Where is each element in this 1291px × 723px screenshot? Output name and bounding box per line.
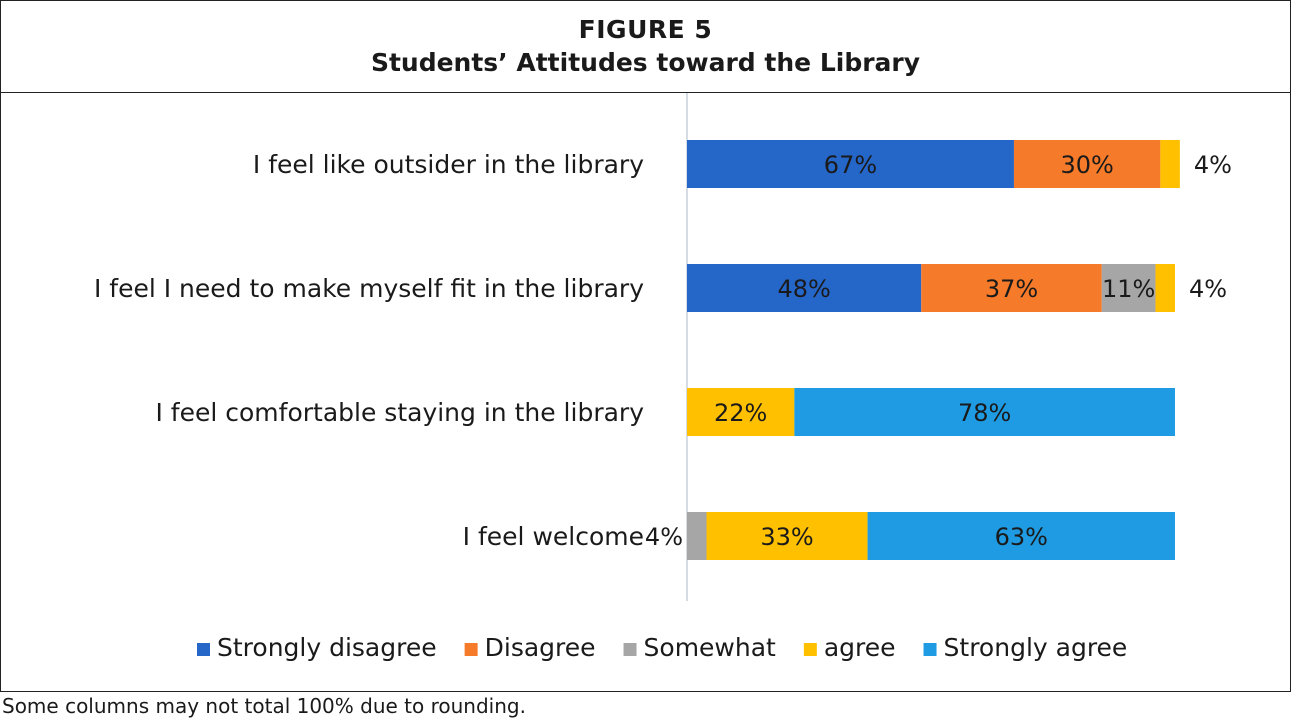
- data-label: 78%: [958, 399, 1011, 427]
- chart-area: I feel like outsider in the library 67% 30…: [94, 93, 1232, 662]
- category-label: I feel I need to make myself fit in the …: [94, 274, 644, 303]
- bar-strongly-disagree: [687, 264, 922, 312]
- bar-strongly-disagree: [687, 140, 1014, 188]
- data-label: 48%: [777, 275, 830, 303]
- legend-swatch-disagree: [464, 643, 478, 656]
- figure-number: FIGURE 5: [578, 15, 713, 44]
- data-label: 4%: [1189, 275, 1227, 303]
- legend-swatch-agree: [803, 643, 817, 656]
- legend-label-strongly-agree: Strongly agree: [944, 633, 1128, 662]
- data-label: 33%: [760, 523, 813, 551]
- bar-somewhat: [1101, 264, 1156, 312]
- data-label: 67%: [824, 151, 877, 179]
- category-label: I feel welcome: [463, 522, 644, 551]
- figure-header: FIGURE 5 Students’ Attitudes toward the …: [1, 1, 1290, 93]
- legend-label-somewhat: Somewhat: [644, 633, 777, 662]
- data-label: 4%: [645, 523, 683, 551]
- bar-agree: [1155, 264, 1175, 312]
- bar-agree: [1160, 140, 1180, 188]
- category-label: I feel comfortable staying in the librar…: [155, 398, 644, 427]
- figure-frame: FIGURE 5 Students’ Attitudes toward the …: [0, 0, 1291, 692]
- legend-label-agree: agree: [824, 633, 896, 662]
- footnote: Some columns may not total 100% due to r…: [2, 694, 526, 718]
- legend-label-disagree: Disagree: [485, 633, 596, 662]
- bar-strongly-agree: [794, 388, 1175, 436]
- data-label: 4%: [1194, 151, 1232, 179]
- bar-strongly-agree: [867, 512, 1175, 560]
- data-label: 37%: [985, 275, 1038, 303]
- data-label: 11%: [1102, 275, 1155, 303]
- bar-somewhat: [687, 512, 707, 560]
- legend-swatch-strongly-disagree: [197, 643, 210, 656]
- legend-label-strongly-disagree: Strongly disagree: [217, 633, 437, 662]
- figure-title: Students’ Attitudes toward the Library: [370, 48, 921, 77]
- bar-disagree: [1013, 140, 1161, 188]
- legend-swatch-somewhat: [623, 643, 637, 656]
- data-label: 30%: [1060, 151, 1113, 179]
- legend-swatch-strongly-agree: [923, 643, 937, 656]
- category-label: I feel like outsider in the library: [253, 150, 644, 179]
- bar-disagree: [921, 264, 1102, 312]
- bar-agree: [687, 388, 795, 436]
- data-label: 63%: [995, 523, 1048, 551]
- bar-agree: [706, 512, 868, 560]
- data-label: 22%: [714, 399, 767, 427]
